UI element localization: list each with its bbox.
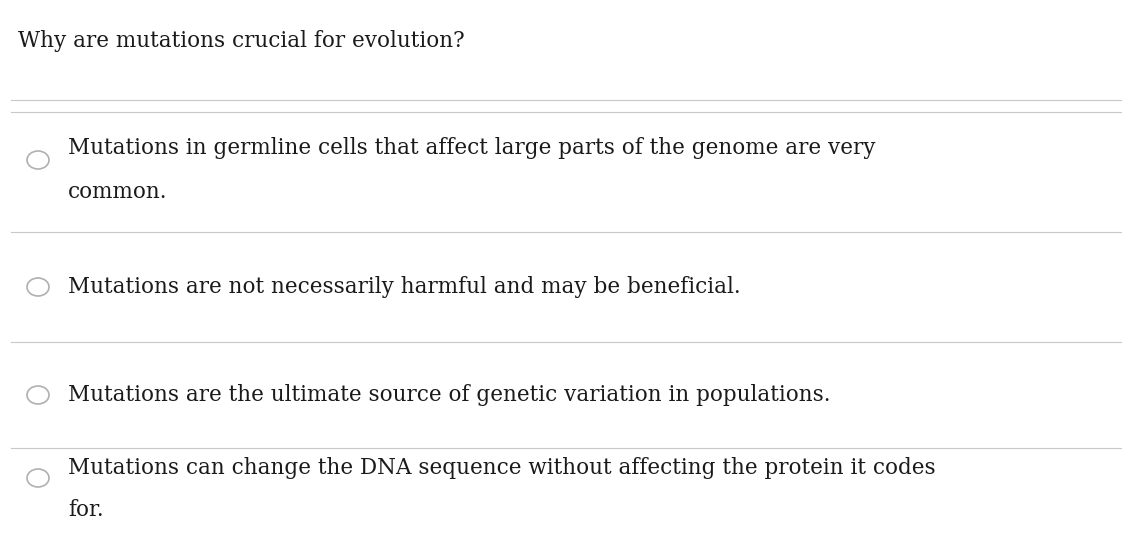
Text: Mutations can change the DNA sequence without affecting the protein it codes: Mutations can change the DNA sequence wi… bbox=[68, 457, 936, 479]
Text: Why are mutations crucial for evolution?: Why are mutations crucial for evolution? bbox=[18, 30, 464, 52]
Text: Mutations are not necessarily harmful and may be beneficial.: Mutations are not necessarily harmful an… bbox=[68, 276, 740, 298]
Text: Mutations are the ultimate source of genetic variation in populations.: Mutations are the ultimate source of gen… bbox=[68, 384, 831, 406]
Text: common.: common. bbox=[68, 181, 168, 203]
Text: Mutations in germline cells that affect large parts of the genome are very: Mutations in germline cells that affect … bbox=[68, 137, 875, 159]
Text: for.: for. bbox=[68, 499, 104, 521]
